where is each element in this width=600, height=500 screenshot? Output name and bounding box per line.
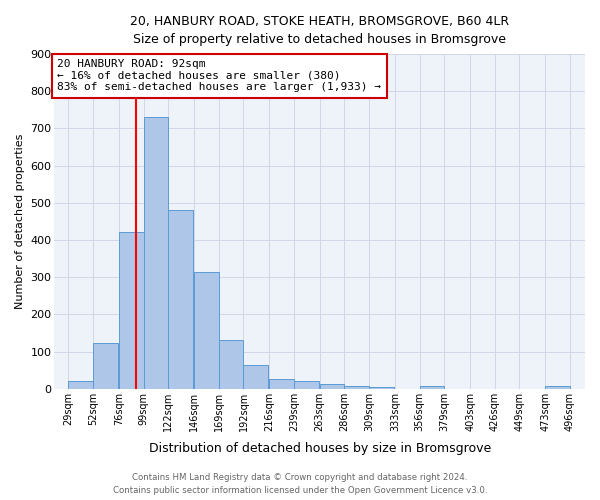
Bar xyxy=(194,272,219,388)
Bar xyxy=(369,387,394,388)
Bar xyxy=(344,386,369,388)
Text: 20 HANBURY ROAD: 92sqm
← 16% of detached houses are smaller (380)
83% of semi-de: 20 HANBURY ROAD: 92sqm ← 16% of detached… xyxy=(57,59,381,92)
Bar xyxy=(269,380,294,388)
Title: 20, HANBURY ROAD, STOKE HEATH, BROMSGROVE, B60 4LR
Size of property relative to : 20, HANBURY ROAD, STOKE HEATH, BROMSGROV… xyxy=(130,15,509,46)
X-axis label: Distribution of detached houses by size in Bromsgrove: Distribution of detached houses by size … xyxy=(149,442,491,455)
Bar xyxy=(119,232,143,388)
Bar xyxy=(143,118,168,388)
Bar xyxy=(294,380,319,388)
Bar xyxy=(219,340,244,388)
Text: Contains HM Land Registry data © Crown copyright and database right 2024.
Contai: Contains HM Land Registry data © Crown c… xyxy=(113,473,487,495)
Bar xyxy=(244,364,268,388)
Bar xyxy=(168,210,193,388)
Y-axis label: Number of detached properties: Number of detached properties xyxy=(15,134,25,309)
Bar xyxy=(93,344,118,388)
Bar xyxy=(545,386,570,388)
Bar xyxy=(419,386,445,388)
Bar xyxy=(68,382,93,388)
Bar xyxy=(320,384,344,388)
